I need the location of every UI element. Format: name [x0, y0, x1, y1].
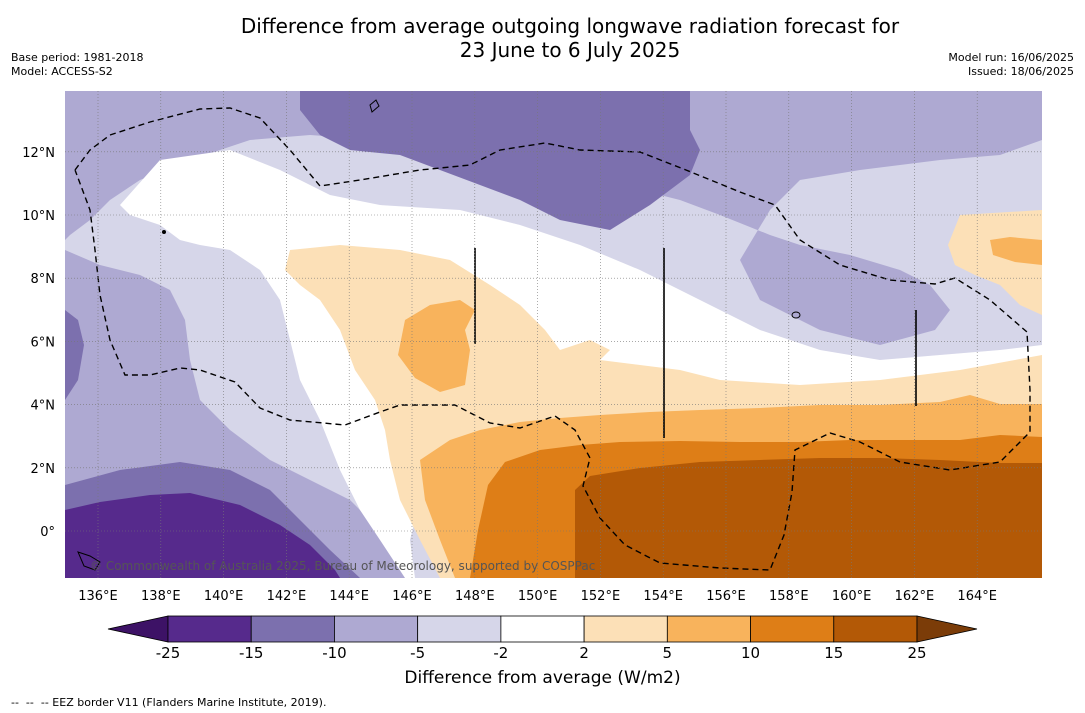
y-tick-label: 8°N	[31, 272, 56, 287]
colorbar-tick-label: -25	[156, 644, 181, 662]
x-tick-label: 160°E	[832, 589, 872, 604]
x-tick-label: 138°E	[141, 589, 181, 604]
colorbar-segment	[750, 615, 835, 643]
colorbar-segment	[250, 615, 335, 643]
eez-border	[74, 107, 1031, 571]
title-line-2: 23 June to 6 July 2025	[459, 38, 681, 62]
colorbar-segment	[833, 615, 918, 643]
map-area	[65, 91, 1042, 578]
colorbar-segment	[334, 615, 419, 643]
island-outline	[791, 311, 801, 319]
colorbar-segment	[167, 615, 252, 643]
island-outline	[369, 99, 380, 113]
model-run: Model run: 16/06/2025	[948, 51, 1074, 64]
band-plus15	[575, 458, 1042, 578]
x-tick-label: 142°E	[267, 589, 307, 604]
model-name: Model: ACCESS-S2	[11, 65, 113, 78]
colorbar-tick-label: -10	[322, 644, 347, 662]
x-tick-label: 162°E	[895, 589, 935, 604]
y-tick-label: 2°N	[31, 462, 56, 477]
y-tick-label: 12°N	[22, 146, 55, 161]
colorbar-tick-label: -5	[410, 644, 425, 662]
band-minus10-north	[65, 91, 1042, 345]
island-outline	[77, 551, 101, 571]
colorbar-tick-label: 15	[824, 644, 843, 662]
y-tick-label: 10°N	[22, 209, 55, 224]
island-outline	[162, 230, 166, 234]
band-minus15-west	[65, 310, 84, 400]
meta-left: Base period: 1981-2018 Model: ACCESS-S2	[11, 51, 143, 79]
y-axis-ticks: 12°N 10°N 8°N 6°N 4°N 2°N 0°	[22, 146, 55, 540]
x-tick-label: 152°E	[581, 589, 621, 604]
eez-footnote: -- -- -- EEZ border V11 (Flanders Marine…	[11, 696, 327, 709]
x-tick-label: 148°E	[455, 589, 495, 604]
band-plus5-patch	[398, 300, 475, 392]
colorbar-segment	[666, 615, 751, 643]
y-tick-label: 4°N	[31, 399, 56, 414]
colorbar-tick-label: -2	[493, 644, 508, 662]
x-tick-label: 150°E	[518, 589, 558, 604]
colorbar-segment	[500, 615, 585, 643]
x-axis-ticks: 136°E 138°E 140°E 142°E 144°E 146°E 148°E 150°E…	[78, 589, 997, 604]
colorbar	[107, 615, 978, 643]
band-minus25	[65, 493, 340, 578]
colorbar-ticks: -25 -15 -10 -5 -2 2 5 10 15 25	[156, 644, 927, 662]
colorbar-tick-label: 5	[663, 644, 673, 662]
x-tick-label: 158°E	[769, 589, 809, 604]
x-tick-label: 144°E	[329, 589, 369, 604]
y-tick-label: 6°N	[31, 335, 56, 350]
y-tick-label: 0°	[40, 525, 55, 540]
gridlines	[65, 91, 1042, 578]
colorbar-tick-label: 2	[579, 644, 589, 662]
base-period: Base period: 1981-2018	[11, 51, 144, 64]
x-tick-label: 154°E	[643, 589, 683, 604]
issued-date: Issued: 18/06/2025	[967, 65, 1074, 78]
colorbar-extend-high	[916, 615, 978, 643]
copyright-text: © Commonwealth of Australia 2025, Bureau…	[90, 559, 595, 573]
colorbar-segment	[583, 615, 668, 643]
meta-right: Model run: 16/06/2025 Issued: 18/06/2025	[948, 51, 1074, 79]
band-plus2-ne	[948, 210, 1042, 315]
colorbar-tick-label: -15	[239, 644, 264, 662]
colorbar-tick-label: 10	[741, 644, 760, 662]
x-tick-label: 146°E	[392, 589, 432, 604]
colorbar-tick-label: 25	[907, 644, 926, 662]
x-tick-label: 140°E	[204, 589, 244, 604]
band-plus5-ne	[990, 237, 1042, 265]
colorbar-extend-low	[107, 615, 169, 643]
x-tick-label: 156°E	[706, 589, 746, 604]
x-tick-label: 136°E	[78, 589, 118, 604]
colorbar-label: Difference from average (W/m2)	[404, 668, 681, 688]
x-tick-label: 164°E	[957, 589, 997, 604]
band-minus15-north	[300, 91, 700, 230]
map-title: Difference from average outgoing longwav…	[0, 14, 1085, 62]
colorbar-segment	[417, 615, 502, 643]
title-line-1: Difference from average outgoing longwav…	[240, 14, 900, 38]
